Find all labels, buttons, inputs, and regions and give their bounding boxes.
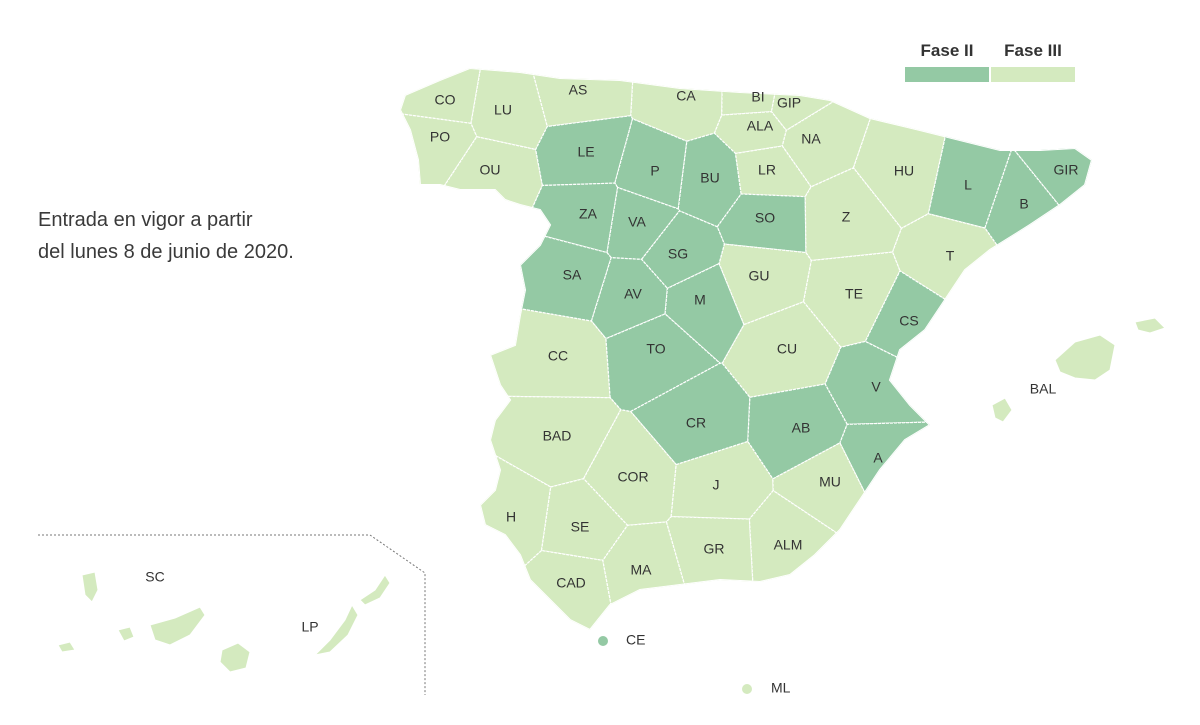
island-shape (57, 641, 76, 653)
island-shape (313, 603, 359, 656)
province-shape (400, 109, 478, 301)
province-shape (419, 549, 623, 630)
province-shape (665, 516, 758, 630)
island-shape (1054, 334, 1116, 381)
island-shape (991, 397, 1013, 423)
province-label: CS (899, 313, 918, 329)
island-shape (1134, 317, 1166, 334)
province-label: AV (624, 286, 642, 302)
province-label: L (964, 177, 972, 193)
province-label: CA (676, 88, 696, 104)
province-shape (521, 182, 619, 254)
legend-label: Fase III (1004, 41, 1062, 60)
province-shape (470, 68, 548, 151)
province-shape (629, 362, 751, 466)
province-label: ALA (747, 118, 774, 134)
island-shape (359, 574, 391, 606)
province-shape (802, 251, 901, 348)
province-label: NA (801, 131, 821, 147)
island-shape (219, 642, 251, 673)
province-label: J (713, 477, 720, 493)
province-label: SO (755, 210, 775, 226)
province-label: ALM (774, 537, 803, 553)
province-label: SG (668, 246, 688, 262)
province-label: GIP (777, 95, 801, 111)
province-label: BU (700, 170, 719, 186)
province-label: CAD (556, 575, 586, 591)
province-label: SE (571, 519, 590, 535)
province-label: CE (626, 632, 645, 648)
province-label: A (873, 450, 883, 466)
province-label: ZA (579, 206, 598, 222)
province-label: SC (145, 569, 164, 585)
province-label: ML (771, 680, 791, 696)
province-label: TO (646, 341, 665, 357)
legend-swatch (991, 67, 1075, 82)
province-label: AS (569, 82, 588, 98)
note-line: del lunes 8 de junio de 2020. (38, 241, 294, 263)
province-label: BAD (543, 428, 572, 444)
province-label: LU (494, 102, 512, 118)
province-label: OU (480, 162, 501, 178)
province-label: CO (435, 92, 456, 108)
province-label: BAL (1030, 381, 1057, 397)
province-label: LE (577, 144, 594, 160)
islands (57, 317, 1166, 694)
province-label: VA (628, 214, 646, 230)
province-label: LP (301, 619, 318, 635)
province-label: GIR (1054, 162, 1079, 178)
province-label: Z (842, 209, 851, 225)
province-label: P (650, 163, 659, 179)
province-label: COR (617, 469, 648, 485)
legend-swatch (905, 67, 989, 82)
mainland (400, 68, 1092, 630)
province-label: LR (758, 162, 776, 178)
legend: Fase II Fase III (905, 41, 1075, 82)
province-label: B (1019, 196, 1028, 212)
province-label: CC (548, 348, 568, 364)
province-label: CR (686, 415, 706, 431)
province-shape (400, 68, 487, 125)
province-label: PO (430, 129, 450, 145)
city-dot (598, 636, 608, 646)
province-label: MU (819, 474, 841, 490)
island-shape (117, 626, 135, 642)
legend-label: Fase II (921, 41, 974, 60)
province-label: CU (777, 341, 797, 357)
province-label: V (871, 379, 881, 395)
island-shape (149, 606, 206, 646)
province-shape (540, 478, 629, 562)
province-shape (824, 340, 1022, 425)
province-label: AB (792, 420, 811, 436)
canarias-frame (38, 534, 426, 695)
province-label: M (694, 292, 706, 308)
province-label: GU (749, 268, 770, 284)
province-label: HU (894, 163, 914, 179)
province-label: GR (704, 541, 725, 557)
province-label: H (506, 509, 516, 525)
island-shape (81, 571, 99, 603)
city-dot (742, 684, 752, 694)
province-label: MA (631, 562, 653, 578)
province-label: TE (845, 286, 863, 302)
province-label: SA (563, 267, 582, 283)
province-label: BI (751, 89, 764, 105)
province-shape (718, 243, 812, 326)
province-label: T (946, 248, 955, 264)
note-line: Entrada en vigor a partir (38, 209, 253, 231)
